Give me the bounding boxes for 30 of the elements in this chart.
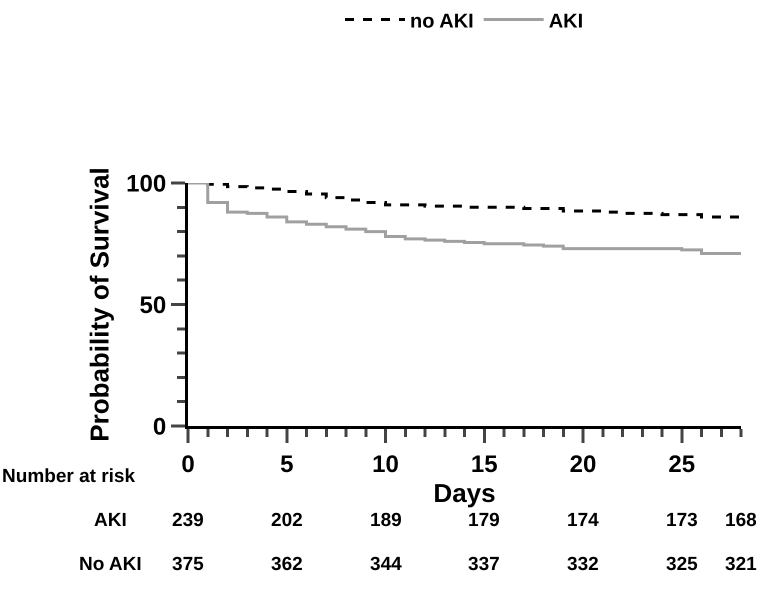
text: 337 bbox=[468, 554, 500, 575]
text: 362 bbox=[271, 554, 303, 575]
text: 321 bbox=[725, 554, 758, 575]
y-tick-label: 50 bbox=[139, 292, 166, 319]
x-tick-label: 0 bbox=[181, 450, 195, 478]
y-tick-label: 100 bbox=[126, 170, 166, 198]
text: 168 bbox=[725, 510, 757, 531]
text: AKI bbox=[94, 510, 127, 531]
legend-label: no AKI bbox=[410, 10, 474, 32]
y-axis-title: Probability of Survival bbox=[84, 167, 115, 442]
text: Number at risk bbox=[2, 466, 136, 487]
text: 344 bbox=[370, 554, 402, 575]
text: No AKI bbox=[79, 554, 142, 575]
text: 325 bbox=[666, 554, 698, 575]
text: 332 bbox=[567, 554, 599, 575]
text: 179 bbox=[468, 510, 500, 531]
x-tick-label: 5 bbox=[280, 450, 294, 478]
x-tick-label: 15 bbox=[470, 450, 498, 478]
x-tick-label: 10 bbox=[372, 450, 399, 478]
y-tick-label: 0 bbox=[152, 413, 166, 440]
x-tick-label: 20 bbox=[570, 450, 596, 478]
x-axis-title: Days bbox=[433, 478, 496, 508]
text: 173 bbox=[666, 510, 698, 531]
text: 375 bbox=[172, 554, 204, 575]
text: 174 bbox=[567, 510, 600, 531]
text: 239 bbox=[172, 510, 204, 531]
text: 202 bbox=[271, 510, 303, 531]
x-tick-label: 25 bbox=[668, 450, 696, 478]
text: 189 bbox=[370, 510, 402, 531]
legend-label: AKI bbox=[548, 10, 584, 32]
